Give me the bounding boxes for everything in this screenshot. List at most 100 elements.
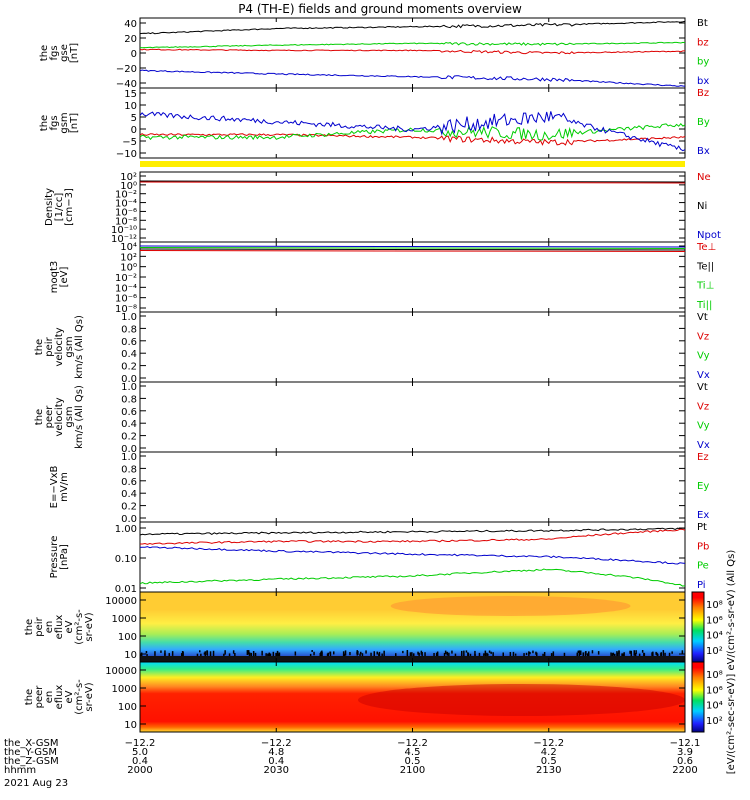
y-axis-label-line: [eV] — [59, 267, 70, 288]
y-tick-label: 1.0 — [121, 312, 137, 323]
y-tick-label: 10⁰ — [120, 181, 137, 192]
peir-noise-mark — [343, 653, 346, 657]
peir-noise-mark — [199, 650, 201, 653]
peir-noise-mark — [329, 651, 331, 655]
legend-entry: Vt — [697, 382, 708, 393]
y-tick-label: 100 — [118, 632, 137, 643]
peir-noise-mark — [402, 650, 404, 654]
y-axis-label-line: en — [44, 691, 55, 704]
colorbar — [691, 661, 705, 733]
peir-noise-mark — [588, 651, 590, 657]
peir-noise-mark — [248, 652, 251, 658]
peir-noise-mark — [200, 653, 202, 657]
y-tick-label: 10² — [120, 252, 137, 263]
peir-noise-mark — [435, 652, 438, 658]
y-tick-label: 10⁰ — [120, 263, 137, 274]
ephemeris-value: 2030 — [264, 765, 289, 776]
legend-entry: By — [697, 117, 710, 128]
y-axis-label-line: peir — [34, 616, 45, 636]
peir-noise-mark — [342, 651, 345, 658]
peir-noise-mark — [370, 652, 372, 659]
legend-entry: Vy — [697, 421, 710, 432]
peir-noise-mark — [145, 651, 148, 654]
peir-noise-mark — [223, 653, 225, 659]
y-axis-label: Pressure [nPa] — [49, 536, 70, 579]
peir-noise-mark — [376, 651, 378, 655]
y-axis-label: the peir velocity gsm km/s (All Qs) — [34, 315, 85, 379]
peir-noise-mark — [420, 650, 423, 655]
legend-entry: Bt — [697, 18, 708, 29]
peir-noise-mark — [246, 650, 249, 655]
ephemeris-value: −12.2 — [397, 738, 428, 749]
date-label: 2021 Aug 23 — [4, 778, 68, 789]
ephemeris-value: 0.5 — [405, 756, 421, 767]
y-axis-label-line: the — [34, 409, 45, 425]
y-axis-label-line: fgs — [49, 115, 60, 130]
peir-noise-mark — [446, 651, 448, 656]
peir-noise-mark — [333, 651, 335, 655]
legend-entry: Ti⊥ — [696, 281, 714, 292]
colorbar-label: [eV/(cm²-sec-sr-eV)] eV/(cm²-s-sr-eV) (A… — [726, 550, 737, 775]
legend-entry: Te|| — [696, 261, 714, 272]
colorbar — [691, 591, 705, 663]
y-axis-label-line: the — [39, 45, 50, 61]
y-axis-label-line: (cm²-s- — [74, 679, 85, 715]
y-tick-label: 0.6 — [121, 407, 137, 418]
ephemeris-value: −12.2 — [125, 738, 156, 749]
peir-noise-mark — [465, 650, 468, 653]
peir-noise-mark — [641, 650, 644, 653]
y-tick-label: 10⁻¹² — [111, 234, 137, 245]
ephemeris-value: 5.0 — [132, 747, 148, 758]
peir-noise-mark — [629, 650, 631, 654]
y-tick-label: 10⁻² — [115, 273, 137, 284]
peir-noise-mark — [492, 652, 494, 657]
peir-noise-mark — [652, 651, 654, 658]
panel-frame — [139, 87, 686, 159]
legend-entry: Te⊥ — [696, 242, 716, 253]
ephemeris-value: 0.6 — [677, 756, 693, 767]
y-axis-label: the peer en eflux eV (cm²-s-sr-eV) — [24, 679, 95, 715]
y-axis-label-line: peer — [44, 405, 55, 429]
y-axis-label-line: gse — [59, 44, 70, 62]
peir-noise-mark — [361, 653, 364, 659]
peir-noise-mark — [611, 653, 614, 657]
peir-noise-mark — [487, 653, 489, 656]
peir-noise-mark — [514, 653, 517, 656]
ephemeris-value: 0.4 — [268, 756, 284, 767]
y-axis-label-line: eflux — [54, 615, 65, 640]
peir-noise-mark — [417, 651, 419, 655]
y-axis-label-line: eV — [64, 620, 75, 633]
y-axis-label-line: moqt3 — [49, 261, 60, 294]
peir-noise-mark — [204, 651, 206, 657]
peir-noise-mark — [261, 650, 263, 656]
peir-noise-mark — [444, 650, 447, 655]
peir-noise-mark — [411, 652, 413, 659]
legend-entry: Vx — [697, 370, 710, 381]
ephemeris-value: 3.9 — [677, 747, 693, 758]
peir-noise-mark — [488, 650, 491, 653]
ephemeris-label: hhmm — [4, 765, 36, 776]
y-tick-label: −20 — [116, 64, 137, 75]
peir-noise-mark — [203, 652, 206, 655]
y-axis-label-line: eV — [64, 690, 75, 703]
peir-noise-mark — [610, 652, 612, 658]
peir-noise-mark — [252, 651, 255, 657]
series-density — [139, 181, 686, 184]
y-axis-label-line: km/s (All Qs) — [74, 315, 85, 379]
y-axis-label-line: peer — [34, 685, 45, 709]
peir-noise-mark — [248, 650, 250, 655]
peir-noise-mark — [623, 652, 625, 656]
peir-noise-mark — [413, 653, 415, 658]
colorbar-tick-label: 10² — [706, 716, 723, 727]
y-axis-label-line: sr-eV) — [84, 612, 95, 641]
panel-frame — [139, 451, 686, 523]
peir-noise-mark — [474, 650, 476, 656]
series-pi — [139, 546, 686, 565]
ephemeris-value: −12.2 — [533, 738, 564, 749]
ephemeris-value: −12.2 — [261, 738, 292, 749]
y-axis-label: moqt3 [eV] — [49, 261, 70, 294]
peir-noise-mark — [406, 650, 409, 657]
legend-entry: Npot — [697, 230, 721, 241]
peir-noise-mark — [597, 651, 600, 655]
y-tick-label: 0.2 — [121, 432, 137, 443]
